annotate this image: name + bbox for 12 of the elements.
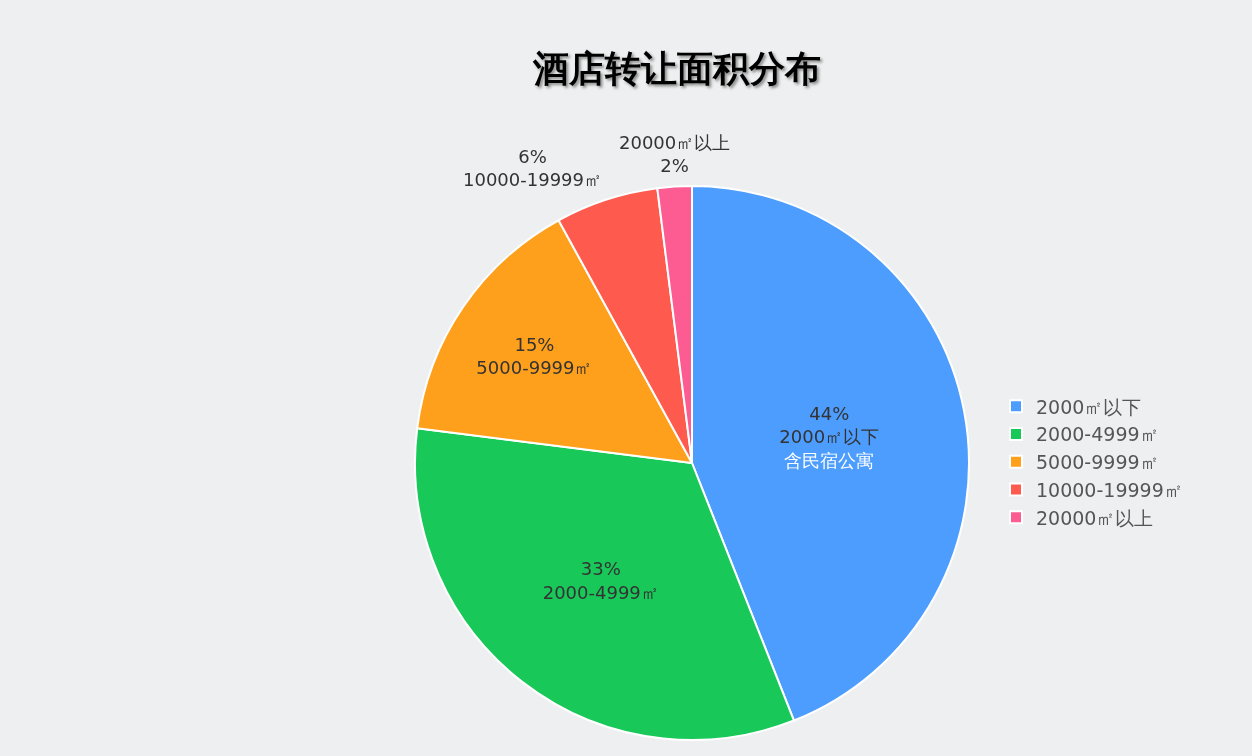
- legend-label: 20000㎡以上: [1036, 506, 1154, 529]
- data-label: 15% 5000-9999㎡: [476, 333, 593, 379]
- text: 含民宿公寓: [784, 449, 875, 471]
- chart-title: 酒店转让面积分布: [532, 47, 821, 89]
- data-label: 6% 10000-19999㎡: [463, 146, 603, 191]
- legend-label: 2000㎡以下: [1036, 395, 1142, 418]
- legend-label: 2000-4999㎡: [1036, 423, 1159, 446]
- data-label: 20000㎡以上 2%: [619, 132, 731, 177]
- data-label: 33% 2000-4999㎡: [542, 558, 659, 603]
- legend-label: 10000-19999㎡: [1036, 478, 1183, 501]
- legend-label: 5000-9999㎡: [1036, 451, 1159, 474]
- data-label: 44% 2000㎡以下: [779, 402, 880, 448]
